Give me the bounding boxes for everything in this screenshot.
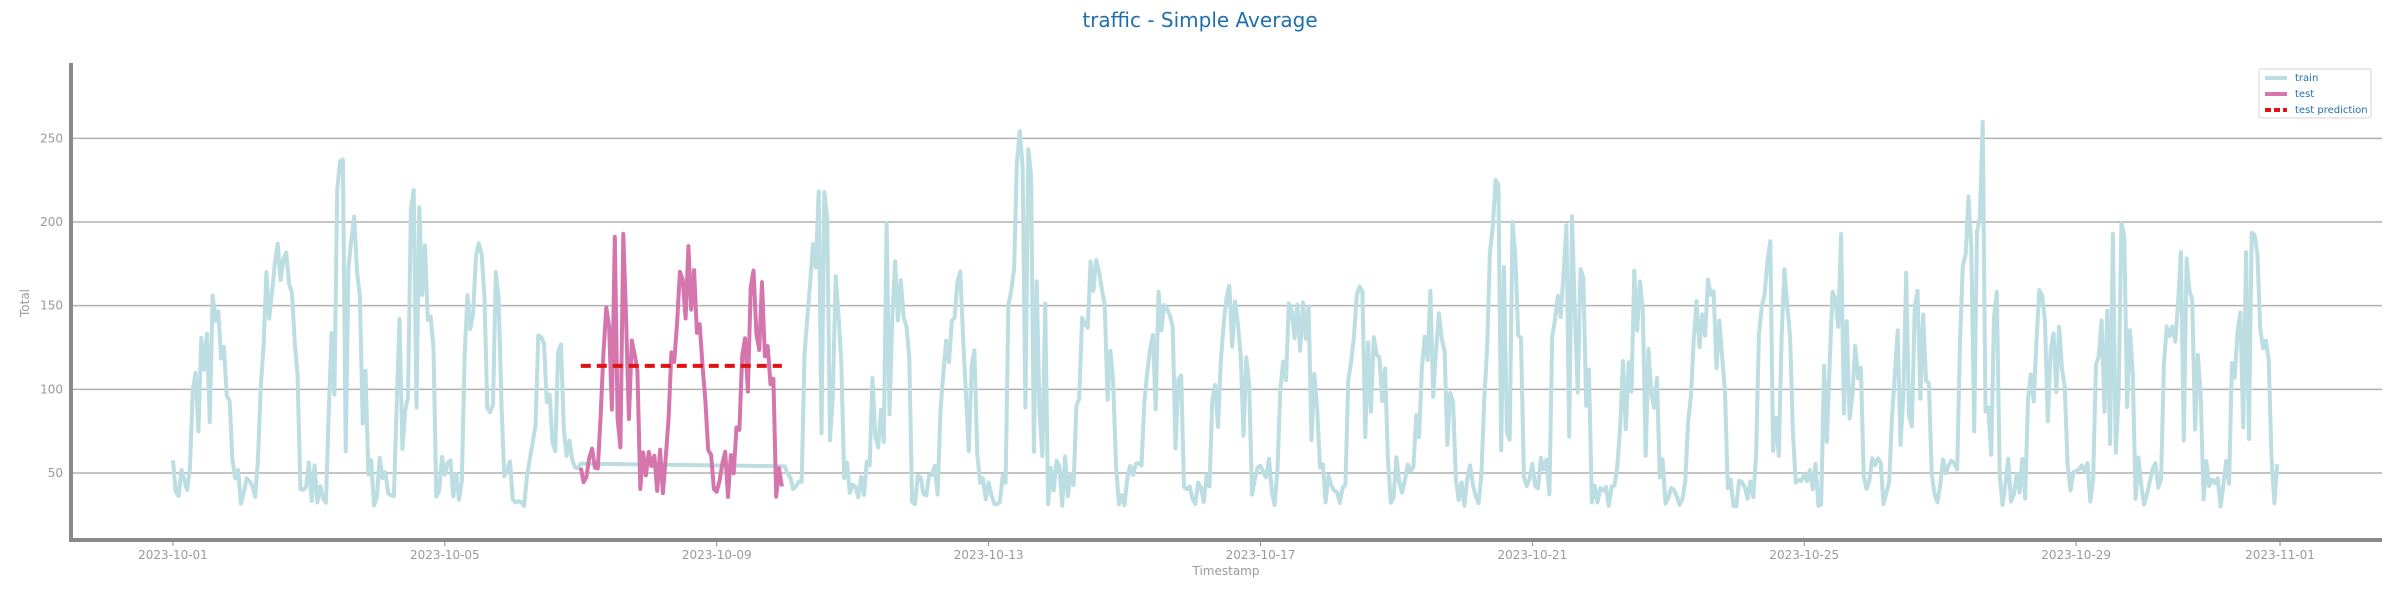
y-tick-label: 100: [40, 382, 63, 396]
train-series-line: [173, 122, 2277, 507]
chart-title: traffic - Simple Average: [1082, 8, 1317, 32]
x-tick-label: 2023-10-09: [682, 548, 752, 562]
x-tick-label: 2023-10-01: [138, 548, 208, 562]
x-tick-label: 2023-10-21: [1497, 548, 1567, 562]
y-tick-label: 50: [48, 466, 63, 480]
x-axis-label: Timestamp: [1192, 564, 1260, 578]
legend-label-test: test: [2295, 89, 2314, 100]
y-axis-label: Total: [18, 289, 32, 318]
x-tick-label: 2023-10-29: [2041, 548, 2111, 562]
x-tick-label: 2023-10-25: [1769, 548, 1839, 562]
x-tick-label: 2023-10-13: [954, 548, 1024, 562]
series-layer: [173, 122, 2277, 507]
y-tick-label: 200: [40, 215, 63, 229]
y-tick-label: 150: [40, 299, 63, 313]
x-tick-label: 2023-10-17: [1226, 548, 1296, 562]
legend: train test test prediction: [2259, 69, 2371, 118]
legend-label-train: train: [2295, 73, 2318, 84]
legend-label-prediction: test prediction: [2295, 105, 2368, 116]
x-tick-label: 2023-10-05: [410, 548, 480, 562]
y-tick-label: 250: [40, 131, 63, 145]
x-tick-label: 2023-11-01: [2245, 548, 2315, 562]
